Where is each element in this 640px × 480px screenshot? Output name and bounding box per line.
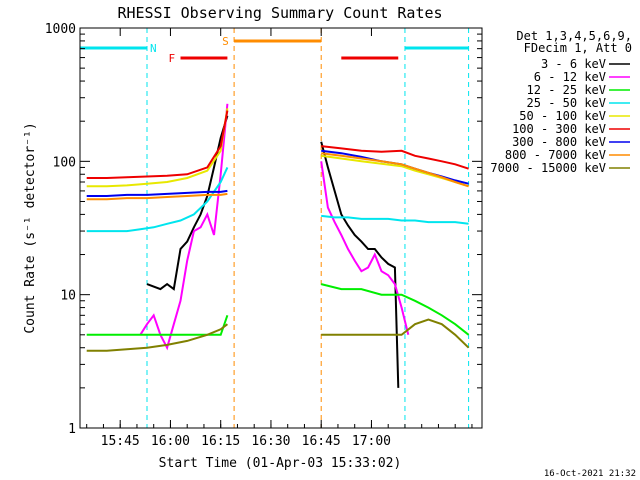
series-line-4 xyxy=(321,154,469,188)
plot-frame xyxy=(79,27,483,429)
x-axis-label: Start Time (01-Apr-03 15:33:02) xyxy=(159,456,402,471)
y-tick-label: 1 xyxy=(68,422,76,437)
series-line-1 xyxy=(139,103,229,351)
series-line-4 xyxy=(86,108,229,188)
y-tick-label: 10 xyxy=(60,289,76,304)
legend-entry-label: 300 - 800 keV xyxy=(512,135,606,149)
x-tick-label: 16:00 xyxy=(151,434,190,449)
legend-entry-label: 50 - 100 keV xyxy=(519,109,606,123)
legend-entry-label: 800 - 7000 keV xyxy=(505,148,606,162)
series-line-8 xyxy=(86,323,229,352)
legend-entry-label: 6 - 12 keV xyxy=(534,70,606,84)
legend-entry-label: 100 - 300 keV xyxy=(512,122,606,136)
series-line-3 xyxy=(321,214,469,225)
x-tick-label: 16:15 xyxy=(201,434,240,449)
legend-header-line-1: Det 1,3,4,5,6,9, xyxy=(516,29,632,43)
series-line-7 xyxy=(321,152,469,188)
legend-entry-label: 3 - 6 keV xyxy=(541,57,606,71)
footer-date: 16-Oct-2021 21:32 xyxy=(544,469,636,479)
series-line-5 xyxy=(321,145,469,170)
series-line-2 xyxy=(320,283,470,336)
series-line-7 xyxy=(86,192,228,201)
series-line-8 xyxy=(321,318,470,349)
series-line-5 xyxy=(86,110,229,179)
y-tick-label: 100 xyxy=(53,155,76,170)
flag-label-n: N xyxy=(150,42,157,55)
legend-header-line-2: FDecim 1, Att 0 xyxy=(524,41,632,55)
series-line-6 xyxy=(86,189,228,197)
chart-title: RHESSI Observing Summary Count Rates xyxy=(117,4,442,22)
y-axis-label: Count Rate (s⁻¹ detector⁻¹) xyxy=(23,122,38,333)
x-tick-label: 16:45 xyxy=(302,434,341,449)
series-line-2 xyxy=(86,314,229,336)
y-tick-label: 1000 xyxy=(45,22,76,37)
x-tick-label: 15:45 xyxy=(101,434,140,449)
legend-entry-label: 25 - 50 keV xyxy=(527,96,606,110)
series-line-1 xyxy=(320,161,410,336)
flag-layer: NF S xyxy=(80,28,470,428)
series-line-0 xyxy=(320,141,400,388)
flag-label-f: F xyxy=(169,52,176,65)
series-line-3 xyxy=(86,166,229,233)
legend-entry-label: 7000 - 15000 keV xyxy=(490,161,606,175)
series-line-0 xyxy=(146,115,229,291)
series-layer xyxy=(86,103,470,388)
x-tick-label: 16:30 xyxy=(251,434,290,449)
axis-ticks: 15:45 16:00 16:15 16:30 16:45 17:00 1 10 100 1000 xyxy=(45,22,482,449)
x-tick-label: 17:00 xyxy=(352,434,391,449)
flag-label-s: S xyxy=(222,35,229,48)
legend-entry-label: 12 - 25 keV xyxy=(527,83,606,97)
